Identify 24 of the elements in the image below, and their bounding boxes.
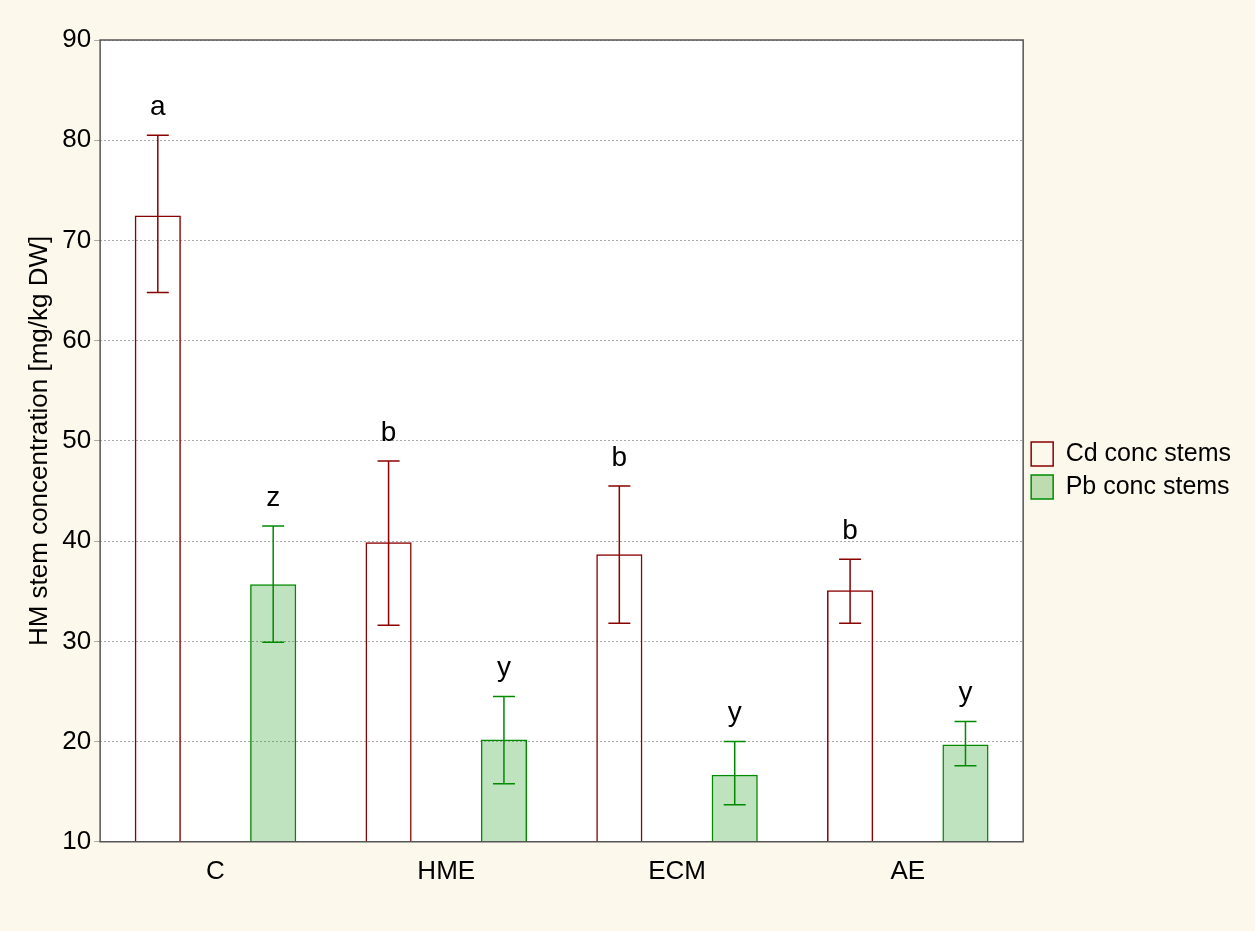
y-tick-label: 50 <box>62 424 92 455</box>
y-axis-title: HM stem concentration [mg/kg DW] <box>22 235 53 647</box>
y-tick-label: 90 <box>62 23 92 54</box>
y-tick-label: 20 <box>62 724 92 755</box>
annotation: b <box>380 415 397 447</box>
x-tick-label: AE <box>890 854 926 885</box>
legend-label: Pb conc stems <box>1065 470 1230 499</box>
annotation: b <box>611 440 628 472</box>
y-tick-label: 70 <box>62 223 92 254</box>
x-tick-label: C <box>206 854 225 885</box>
y-tick-label: 80 <box>62 123 92 154</box>
x-tick-label: ECM <box>648 854 706 885</box>
x-tick-label: HME <box>417 854 476 885</box>
annotation: z <box>266 480 281 512</box>
legend-label: Cd conc stems <box>1065 437 1232 466</box>
annotation: y <box>958 676 973 708</box>
y-tick-label: 30 <box>62 624 92 655</box>
y-tick-label: 40 <box>62 524 92 555</box>
annotation: y <box>496 651 511 683</box>
y-tick-label: 10 <box>62 824 92 855</box>
annotation: b <box>842 513 858 545</box>
y-tick-label: 60 <box>62 323 92 354</box>
annotation: a <box>150 89 167 121</box>
annotation: y <box>727 696 742 728</box>
